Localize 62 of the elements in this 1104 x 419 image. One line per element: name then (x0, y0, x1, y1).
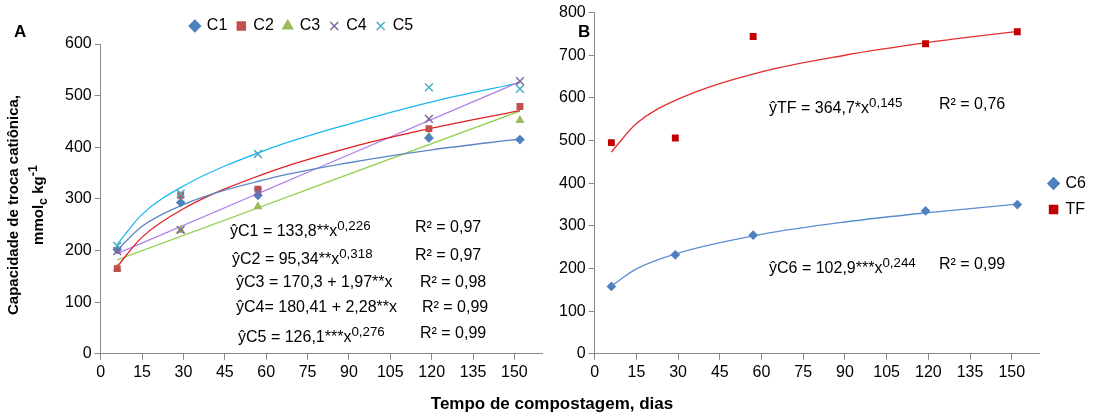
legend-label: C3 (299, 16, 321, 34)
x-tick-label: 150 (998, 362, 1026, 380)
x-tick-label: 15 (133, 362, 152, 380)
legend-label: C2 (253, 16, 274, 34)
y-tick-label: 700 (558, 45, 586, 63)
y-tick-label: 100 (64, 292, 92, 310)
x-axis-title: Tempo de compostagem, dias (429, 394, 675, 414)
x-tick-label: 90 (836, 362, 854, 380)
annotation: R² = 0,98 (420, 273, 487, 291)
x-tick-label: 0 (96, 362, 106, 380)
x-tick-label: 60 (257, 362, 276, 380)
annotation: R² = 0,97 (415, 218, 482, 236)
y-tick-label: 300 (558, 216, 586, 234)
x-tick-label: 150 (501, 362, 528, 380)
x-tick-label: 90 (340, 362, 358, 380)
annotation: ŷC5 = 126,1***x$^{0,276}$ (238, 324, 385, 347)
annotation: ŷTF = 364,7*x$^{0,145}$ (769, 95, 903, 118)
x-tick-label: 105 (376, 362, 404, 380)
x-tick-label: 135 (956, 362, 984, 380)
annotation: ŷC3 = 170,3 + 1,97**x (236, 273, 393, 291)
y-tick-label: 300 (64, 189, 92, 207)
y-tick-label: 400 (64, 137, 92, 155)
y-tick-label: 0 (576, 344, 586, 362)
y-tick-label: 400 (558, 173, 586, 191)
x-tick-label: 30 (669, 362, 688, 380)
x-tick-label: 105 (873, 362, 901, 380)
x-tick-label: 75 (298, 362, 317, 380)
x-tick-label: 45 (710, 362, 729, 380)
chart-title: A (14, 22, 27, 42)
annotation: ŷC1 = 133,8**x$^{0,226}$ (230, 218, 371, 241)
y-tick-label: 600 (64, 34, 92, 52)
annotation: R² = 0,97 (415, 246, 482, 264)
legend-label: C1 (206, 16, 228, 34)
legend-label: TF (1065, 199, 1086, 217)
x-tick-label: 0 (590, 362, 600, 380)
x-tick-label: 120 (914, 362, 942, 380)
y-tick-label: 500 (558, 130, 586, 148)
x-tick-label: 45 (215, 362, 234, 380)
x-tick-label: 75 (794, 362, 813, 380)
annotation: ŷC6 = 102,9***x$^{0,244}$ (769, 255, 916, 278)
annotation: ŷC4= 180,41 + 2,28**x (236, 298, 398, 316)
legend-label: C5 (392, 16, 414, 34)
x-tick-label: 15 (627, 362, 646, 380)
text: B (578, 22, 591, 42)
annotation: R² = 0,99 (939, 255, 1006, 273)
annotation: R² = 0,76 (939, 95, 1006, 113)
annotation: ŷC2 = 95,34**x$^{0,318}$ (232, 246, 373, 269)
y-tick-label: 600 (558, 88, 586, 106)
annotation: R² = 0,99 (422, 298, 489, 316)
y-tick-label: 200 (558, 258, 586, 276)
y-tick-label: 100 (558, 301, 586, 319)
y-tick-label: 200 (64, 240, 92, 258)
y-tick-label: 500 (64, 86, 92, 104)
legend-label: C6 (1065, 173, 1087, 191)
y-tick-label: 800 (558, 3, 586, 21)
annotation: R² = 0,99 (420, 324, 487, 342)
x-tick-label: 30 (174, 362, 193, 380)
y-tick-label: 0 (82, 344, 92, 362)
x-tick-label: 120 (418, 362, 446, 380)
x-tick-label: 135 (459, 362, 487, 380)
x-tick-label: 60 (752, 362, 771, 380)
legend-label: C4 (346, 16, 367, 34)
